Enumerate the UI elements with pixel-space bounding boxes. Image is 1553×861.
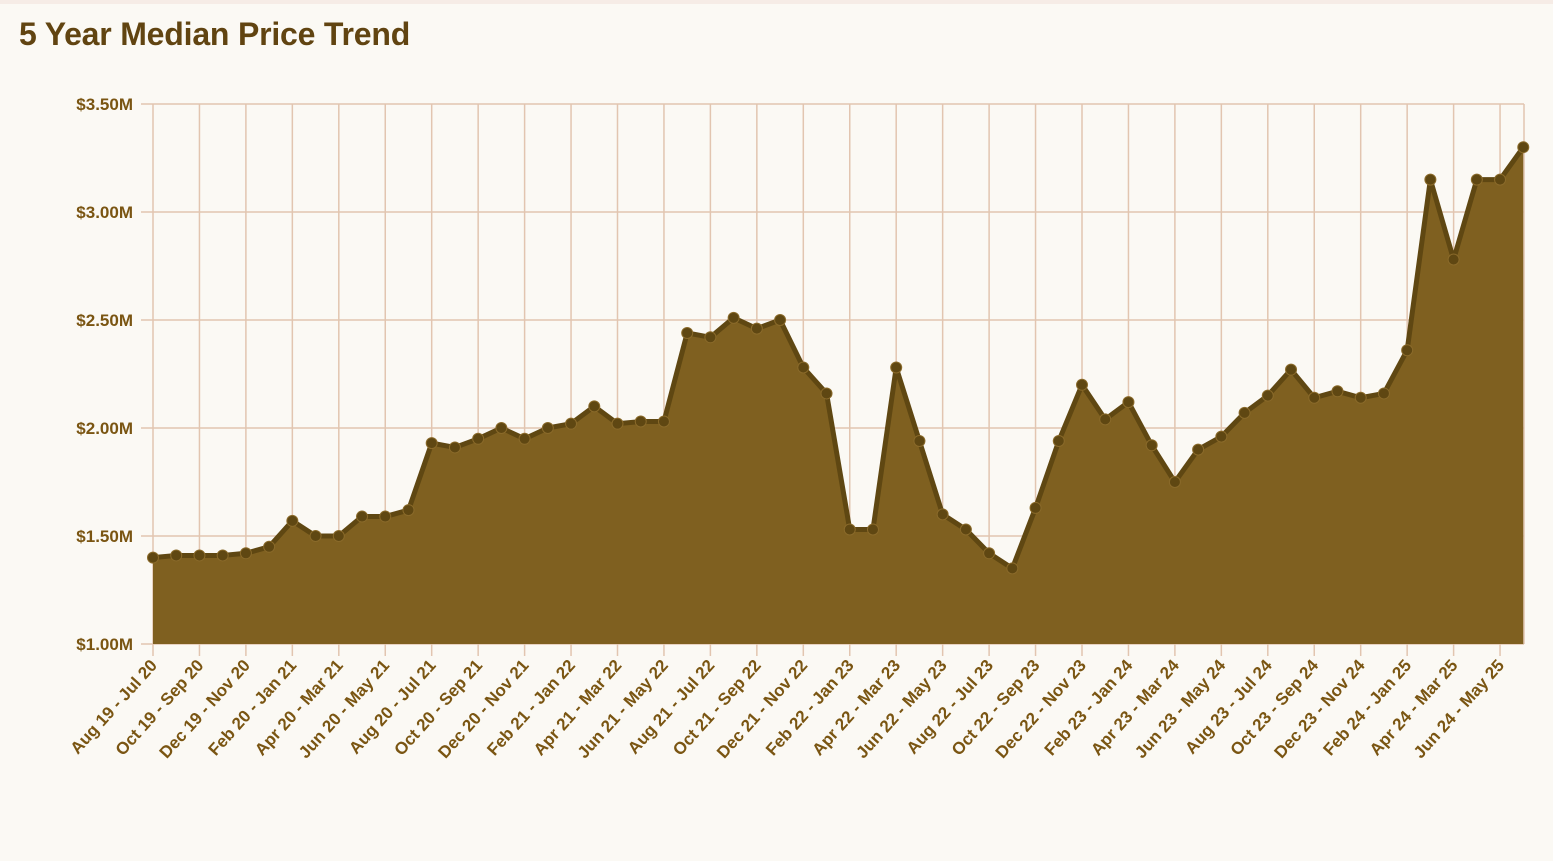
data-point[interactable] [1354, 391, 1367, 404]
data-point[interactable] [797, 361, 810, 374]
data-point[interactable] [518, 432, 531, 445]
data-point[interactable] [959, 523, 972, 536]
data-point[interactable] [216, 549, 229, 562]
data-point[interactable] [913, 434, 926, 447]
y-tick-label: $1.00M [76, 635, 133, 654]
data-point[interactable] [1238, 406, 1251, 419]
data-point[interactable] [657, 415, 670, 428]
data-point[interactable] [750, 322, 763, 335]
data-point[interactable] [472, 432, 485, 445]
point-layer [147, 141, 1530, 575]
data-point[interactable] [1331, 385, 1344, 398]
data-point[interactable] [890, 361, 903, 374]
y-tick-label: $3.00M [76, 203, 133, 222]
data-point[interactable] [263, 540, 276, 553]
data-point[interactable] [1192, 443, 1205, 456]
data-point[interactable] [1261, 389, 1274, 402]
data-point[interactable] [541, 422, 554, 434]
y-tick-label: $2.50M [76, 311, 133, 330]
data-point[interactable] [1308, 391, 1321, 404]
data-point[interactable] [193, 549, 206, 562]
data-point[interactable] [936, 508, 949, 521]
data-point[interactable] [1215, 430, 1228, 443]
y-axis: $1.00M $1.50M $2.00M $2.50M $3.00M $3.50M [76, 95, 133, 654]
data-point[interactable] [1494, 173, 1507, 186]
data-point[interactable] [1424, 173, 1437, 186]
data-point[interactable] [565, 417, 578, 430]
data-point[interactable] [147, 551, 159, 564]
data-point[interactable] [1517, 141, 1530, 154]
chart-title: 5 Year Median Price Trend [19, 16, 411, 52]
data-point[interactable] [704, 331, 717, 344]
data-point[interactable] [239, 547, 252, 560]
data-point[interactable] [1122, 396, 1135, 409]
data-point[interactable] [866, 523, 879, 536]
data-point[interactable] [286, 514, 299, 527]
data-point[interactable] [634, 415, 647, 428]
data-point[interactable] [1099, 413, 1112, 426]
data-point[interactable] [1029, 501, 1042, 514]
y-tick-label: $3.50M [76, 95, 133, 114]
data-point[interactable] [681, 326, 694, 339]
data-point[interactable] [1076, 378, 1088, 391]
data-point[interactable] [1168, 476, 1181, 488]
data-point[interactable] [1006, 562, 1019, 575]
data-point[interactable] [402, 504, 415, 517]
data-point[interactable] [332, 530, 345, 542]
data-point[interactable] [820, 387, 833, 400]
data-point[interactable] [425, 437, 438, 450]
data-point[interactable] [356, 510, 369, 523]
data-point[interactable] [495, 422, 508, 434]
data-point[interactable] [983, 547, 996, 560]
data-point[interactable] [1377, 387, 1390, 400]
area-fill [153, 147, 1524, 644]
data-point[interactable] [379, 510, 392, 523]
data-point[interactable] [1285, 363, 1298, 376]
data-point[interactable] [1470, 173, 1483, 186]
top-strip [0, 0, 1553, 4]
data-point[interactable] [1447, 253, 1460, 266]
y-tick-label: $2.00M [76, 419, 133, 438]
data-point[interactable] [448, 441, 461, 454]
data-point[interactable] [170, 549, 183, 562]
data-point[interactable] [588, 400, 601, 413]
data-point[interactable] [727, 311, 740, 324]
data-point[interactable] [309, 530, 322, 542]
data-point[interactable] [774, 314, 787, 326]
data-point[interactable] [1052, 434, 1065, 447]
y-tick-label: $1.50M [76, 527, 133, 546]
data-point[interactable] [1401, 344, 1414, 357]
data-point[interactable] [611, 417, 624, 430]
data-point[interactable] [843, 523, 856, 536]
data-point[interactable] [1145, 439, 1158, 452]
